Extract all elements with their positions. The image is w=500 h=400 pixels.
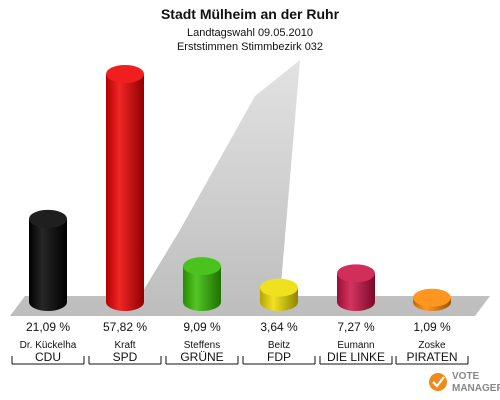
- value-label-cdu: 21,09 %: [26, 320, 70, 334]
- party-labels-group: CDU SPD GRÜNE FDP DIE LINKE PIRATEN: [11, 350, 469, 365]
- bar-top-piraten: [413, 288, 451, 307]
- chart-floor: [10, 60, 490, 316]
- logo-ballot-icon: [429, 373, 447, 391]
- candidate-label-piraten: Zoske: [418, 340, 446, 351]
- logo-text-vote: VOTE: [452, 371, 480, 382]
- party-label-cdu: CDU: [35, 350, 61, 364]
- bar-top-fdp: [260, 278, 298, 297]
- party-label-gr-ne: GRÜNE: [180, 350, 223, 364]
- bar-die-linke: [337, 264, 375, 311]
- bar-cdu: [29, 209, 67, 311]
- candidate-labels-group: Dr. Kückelha Kraft Steffens Beitz Eumann Zosk…: [20, 340, 446, 351]
- value-labels-group: 21,09 % 57,82 % 9,09 % 3,64 % 7,27 % 1,09 %: [26, 320, 451, 334]
- candidate-label-fdp: Beitz: [268, 340, 290, 351]
- bar-top-gr-ne: [183, 257, 221, 276]
- value-label-fdp: 3,64 %: [260, 320, 298, 334]
- candidate-label-cdu: Dr. Kückelha: [20, 340, 77, 351]
- party-label-die-linke: DIE LINKE: [327, 350, 385, 364]
- bar-top-cdu: [29, 209, 67, 228]
- value-label-gr-ne: 9,09 %: [183, 320, 221, 334]
- bar-spd: [106, 65, 144, 311]
- party-label-fdp: FDP: [267, 350, 291, 364]
- bar-top-spd: [106, 65, 144, 83]
- party-label-spd: SPD: [113, 350, 138, 364]
- candidate-label-spd: Kraft: [114, 340, 135, 351]
- bar-body-die-linke: [337, 273, 375, 311]
- party-label-piraten: PIRATEN: [406, 350, 457, 364]
- chart-subtitle-date: Landtagswahl 09.05.2010: [187, 27, 313, 39]
- bar-body-gr-ne: [183, 266, 221, 311]
- chart-title: Stadt Mülheim an der Ruhr: [161, 6, 340, 22]
- logo-text-manager: MANAGER: [452, 383, 500, 394]
- bars-group: [29, 65, 451, 311]
- vote-manager-logo: VOTE MANAGER: [429, 371, 500, 394]
- bar-gr-ne: [183, 257, 221, 311]
- bar-body-spd: [106, 74, 144, 311]
- chart-subtitle-district: Erststimmen Stimmbezirk 032: [177, 41, 323, 53]
- bar-body-cdu: [29, 218, 67, 311]
- value-label-die-linke: 7,27 %: [337, 320, 375, 334]
- bar-fdp: [260, 278, 298, 311]
- candidate-label-gr-ne: Steffens: [184, 340, 221, 351]
- candidate-label-die-linke: Eumann: [337, 340, 374, 351]
- value-label-piraten: 1,09 %: [413, 320, 451, 334]
- value-label-spd: 57,82 %: [103, 320, 147, 334]
- bar-piraten: [413, 288, 451, 311]
- bar-top-die-linke: [337, 264, 375, 283]
